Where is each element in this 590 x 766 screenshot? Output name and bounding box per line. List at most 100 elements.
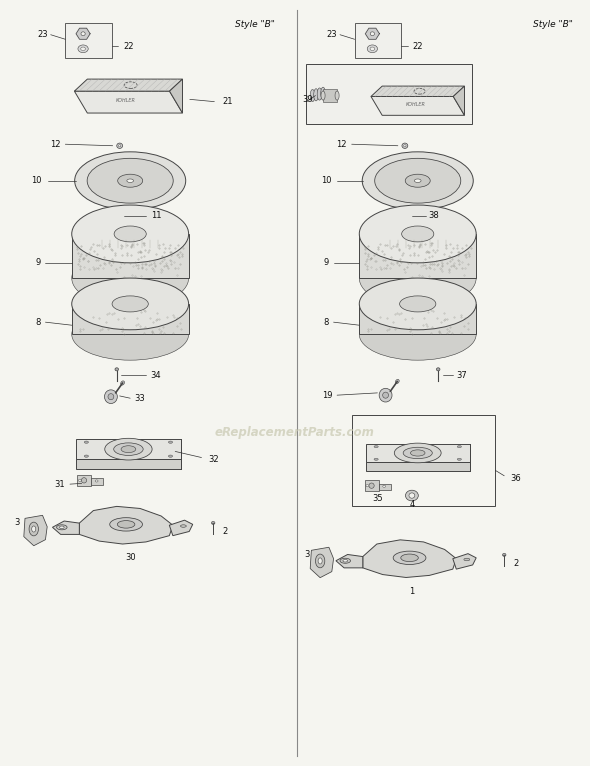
Text: 9: 9 xyxy=(323,258,329,267)
Polygon shape xyxy=(323,90,337,102)
Polygon shape xyxy=(371,97,464,116)
Polygon shape xyxy=(365,28,379,39)
Ellipse shape xyxy=(181,525,186,527)
Ellipse shape xyxy=(105,438,152,460)
Ellipse shape xyxy=(114,443,143,456)
Ellipse shape xyxy=(110,518,142,531)
Text: 23: 23 xyxy=(326,30,337,39)
Polygon shape xyxy=(76,439,181,459)
Ellipse shape xyxy=(310,90,315,102)
Ellipse shape xyxy=(318,558,322,564)
Text: 12: 12 xyxy=(336,139,347,149)
Ellipse shape xyxy=(121,446,136,453)
Text: 33: 33 xyxy=(135,394,146,403)
Ellipse shape xyxy=(394,444,441,463)
Ellipse shape xyxy=(117,143,123,149)
Text: 3: 3 xyxy=(304,549,309,558)
Ellipse shape xyxy=(369,483,374,488)
Ellipse shape xyxy=(401,554,418,561)
Ellipse shape xyxy=(119,145,121,147)
Polygon shape xyxy=(379,483,391,490)
Ellipse shape xyxy=(340,558,350,563)
Ellipse shape xyxy=(57,525,67,530)
Ellipse shape xyxy=(393,551,426,565)
Polygon shape xyxy=(91,478,103,485)
Text: 34: 34 xyxy=(150,371,161,380)
Ellipse shape xyxy=(81,32,85,36)
Text: 35: 35 xyxy=(373,494,384,503)
Ellipse shape xyxy=(314,89,319,101)
Polygon shape xyxy=(169,79,182,113)
Polygon shape xyxy=(76,28,90,39)
Ellipse shape xyxy=(78,480,81,481)
Ellipse shape xyxy=(104,390,117,404)
Ellipse shape xyxy=(335,91,339,100)
Ellipse shape xyxy=(405,490,418,501)
Ellipse shape xyxy=(32,526,36,532)
Ellipse shape xyxy=(402,143,408,149)
Polygon shape xyxy=(453,86,464,116)
Text: 36: 36 xyxy=(510,473,522,483)
Ellipse shape xyxy=(503,553,506,556)
Ellipse shape xyxy=(114,214,120,219)
Ellipse shape xyxy=(404,145,406,147)
Ellipse shape xyxy=(127,179,133,182)
Text: KOHLER: KOHLER xyxy=(406,103,426,107)
Ellipse shape xyxy=(411,450,425,456)
Text: 8: 8 xyxy=(35,318,41,326)
Ellipse shape xyxy=(383,485,386,487)
Polygon shape xyxy=(72,234,189,278)
Polygon shape xyxy=(366,444,470,462)
Polygon shape xyxy=(371,86,464,97)
Text: 22: 22 xyxy=(123,41,134,51)
Ellipse shape xyxy=(168,455,173,457)
Text: 21: 21 xyxy=(222,97,233,106)
Text: 23: 23 xyxy=(37,30,48,39)
Text: 8: 8 xyxy=(323,318,329,326)
Ellipse shape xyxy=(84,455,88,457)
Text: 10: 10 xyxy=(31,176,42,185)
Ellipse shape xyxy=(72,278,189,330)
Ellipse shape xyxy=(81,47,86,51)
Ellipse shape xyxy=(317,88,322,100)
FancyBboxPatch shape xyxy=(355,22,401,57)
Text: 2: 2 xyxy=(222,527,228,535)
Polygon shape xyxy=(74,91,182,113)
Text: 37: 37 xyxy=(456,371,467,380)
Text: 3: 3 xyxy=(15,518,20,527)
Ellipse shape xyxy=(343,559,348,562)
Polygon shape xyxy=(72,304,189,334)
Polygon shape xyxy=(453,554,476,569)
Ellipse shape xyxy=(72,249,189,307)
Text: 32: 32 xyxy=(208,454,218,463)
Text: eReplacementParts.com: eReplacementParts.com xyxy=(215,426,375,439)
Ellipse shape xyxy=(121,381,124,385)
Text: 1: 1 xyxy=(409,587,415,596)
Ellipse shape xyxy=(374,446,378,447)
Text: 31: 31 xyxy=(55,480,65,489)
Ellipse shape xyxy=(72,309,189,360)
Ellipse shape xyxy=(464,558,470,561)
Polygon shape xyxy=(169,520,193,535)
Ellipse shape xyxy=(316,554,325,568)
Text: 9: 9 xyxy=(35,258,41,267)
Text: 2: 2 xyxy=(513,558,519,568)
Ellipse shape xyxy=(359,309,476,360)
Polygon shape xyxy=(359,234,476,278)
Ellipse shape xyxy=(395,379,399,384)
Polygon shape xyxy=(336,555,363,568)
Text: 4: 4 xyxy=(409,500,415,509)
Text: Style "B": Style "B" xyxy=(235,19,274,28)
Ellipse shape xyxy=(404,214,406,217)
Ellipse shape xyxy=(117,521,135,528)
Text: 38: 38 xyxy=(429,211,440,220)
Ellipse shape xyxy=(108,394,114,400)
Ellipse shape xyxy=(114,226,146,242)
Ellipse shape xyxy=(409,493,415,498)
Ellipse shape xyxy=(405,174,430,187)
Polygon shape xyxy=(76,459,181,470)
Ellipse shape xyxy=(437,368,440,371)
Ellipse shape xyxy=(403,447,432,459)
Text: 22: 22 xyxy=(412,41,423,51)
Ellipse shape xyxy=(115,368,119,371)
